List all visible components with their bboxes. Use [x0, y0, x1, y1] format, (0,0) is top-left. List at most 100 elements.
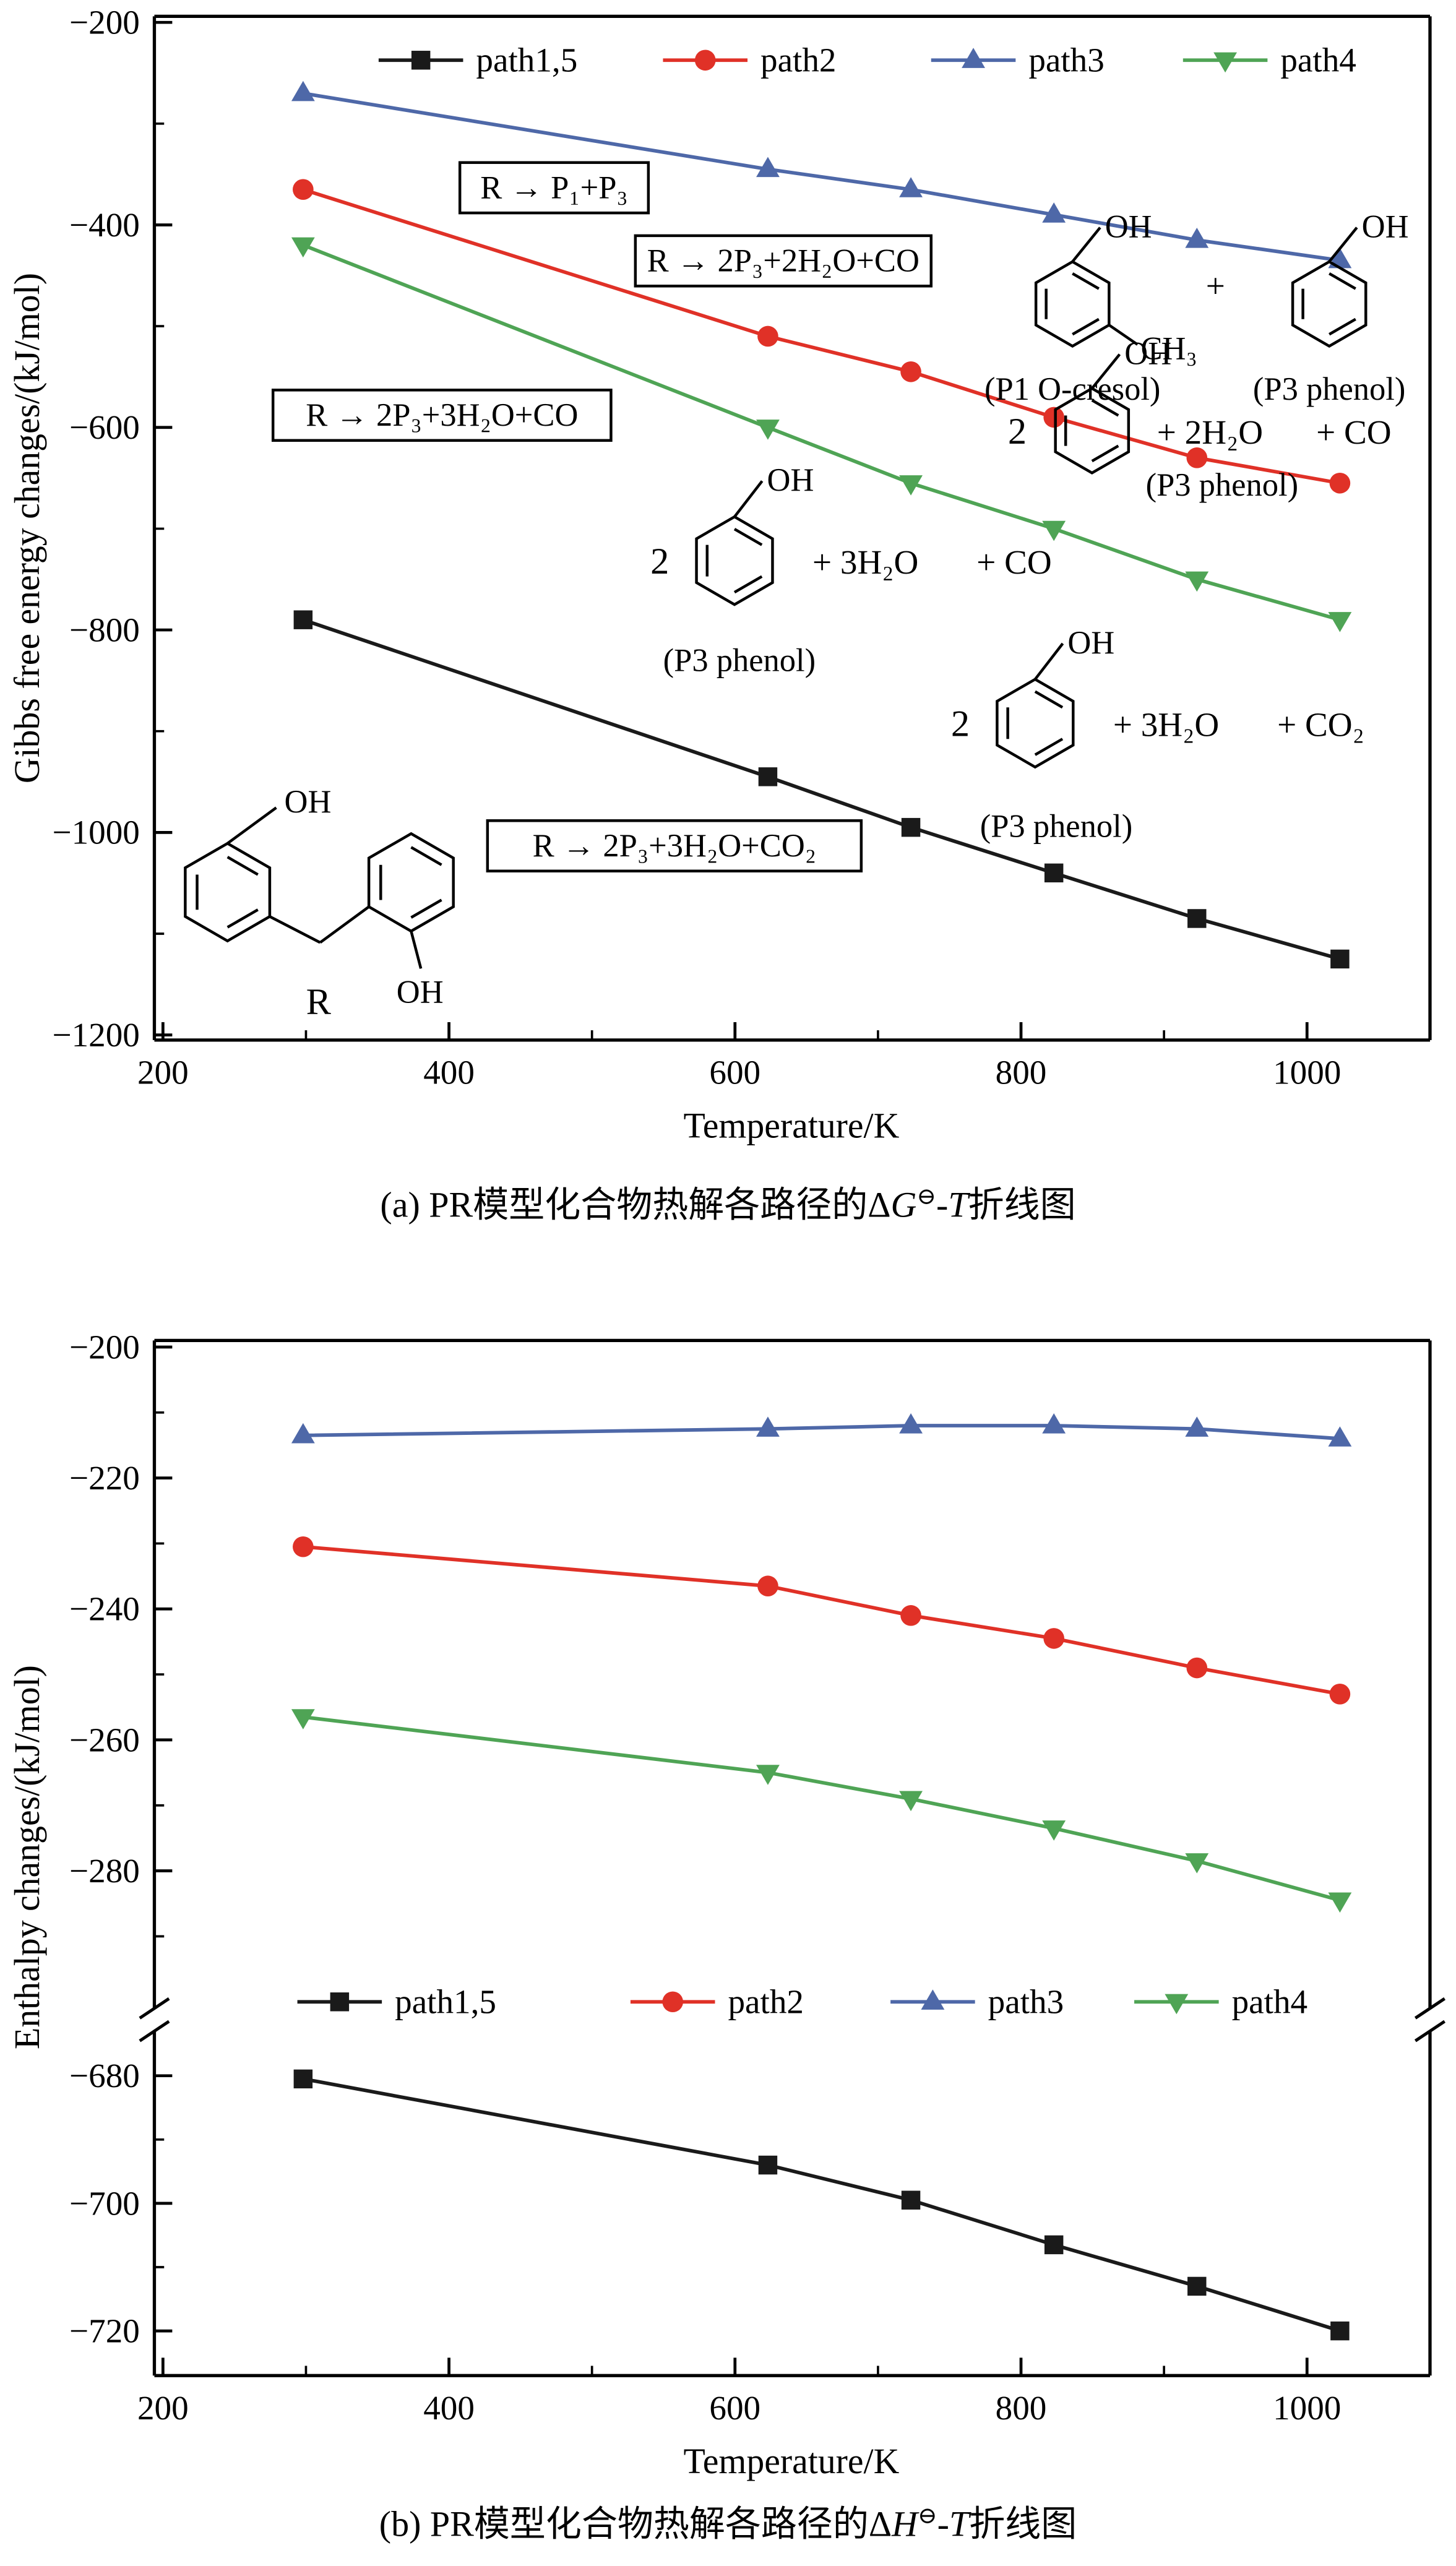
plus-3h2o-label: + 3H₂O	[812, 543, 918, 581]
figure-a: −1200 −1000 −800 −600 −400 −200 200 400 600 800 10…	[0, 0, 1456, 1226]
svg-text:−220: −220	[69, 1459, 140, 1497]
oh-label: OH	[397, 974, 444, 1010]
legend-label: path4	[1232, 1983, 1307, 2021]
ch3-label: CH₃	[1141, 330, 1197, 366]
oh-label: OH	[1124, 335, 1171, 371]
svg-text:−1200: −1200	[53, 1016, 140, 1054]
ticks	[154, 20, 1309, 1040]
legend-label: path3	[988, 1983, 1064, 2021]
reaction-box-2-frame	[634, 234, 933, 288]
svg-text:1000: 1000	[1273, 2389, 1341, 2427]
y-tick-labels: −280 −260 −240 −220 −200 −720 −700 −680	[69, 1328, 140, 2349]
legend-label: path2	[728, 1983, 804, 2021]
series-path3	[291, 1413, 1352, 1447]
caption-a-dash: -	[936, 1184, 949, 1225]
legend-label: path4	[1280, 41, 1356, 79]
legend: path1,5 path2 path3 path4	[378, 41, 1356, 79]
axis-break-icon	[139, 1997, 1446, 2043]
p3-phenol-caption: (P3 phenol)	[1253, 371, 1406, 407]
legend-label: path2	[760, 41, 836, 79]
caption-b-post: 折线图	[969, 2504, 1077, 2544]
legend-item-path3: path3	[890, 1983, 1064, 2021]
chart-a-structures	[184, 226, 1368, 969]
p3-phenol-caption: (P3 phenol)	[980, 809, 1133, 845]
coefficient-2: 2	[1008, 411, 1027, 452]
reaction-box-4-frame	[486, 819, 863, 872]
caption-b-standard-state-icon: ⊖	[918, 2502, 937, 2529]
caption-a-standard-state-icon: ⊖	[916, 1184, 936, 1210]
reaction-box-3: R → 2P₃+3H₂O+CO	[271, 389, 613, 442]
ticks	[154, 1345, 1309, 2376]
caption-b-dash: -	[937, 2504, 949, 2544]
r-reactant-label: R	[306, 981, 332, 1023]
series-path1,5	[293, 2069, 1350, 2341]
reaction-box-2: R → 2P₃+2H₂O+CO	[634, 234, 933, 288]
benzene-ring-structure	[1034, 226, 1139, 348]
benzene-ring-structure	[1054, 353, 1131, 475]
benzene-ring-structure	[184, 806, 277, 943]
y-axis-title-gibbs: Gibbs free energy changes/(kJ/mol)	[8, 273, 47, 783]
svg-text:−800: −800	[69, 611, 140, 648]
svg-text:400: 400	[423, 1054, 475, 1091]
enthalpy-chart: −280 −260 −240 −220 −200 −720 −700 −680 200 400 60…	[8, 1328, 1446, 2481]
oh-label: OH	[767, 462, 814, 498]
svg-text:600: 600	[709, 1054, 760, 1091]
reaction-box-3-frame	[271, 389, 613, 442]
caption-a-symbol: G	[890, 1184, 917, 1225]
oh-label: OH	[1105, 209, 1152, 245]
caption-a-pre: (a) PR模型化合物热解各路径的Δ	[380, 1184, 891, 1225]
svg-text:1000: 1000	[1273, 1054, 1341, 1091]
plus-co-label: + CO	[1316, 413, 1391, 451]
series-path4	[291, 1709, 1352, 1913]
x-tick-labels: 200 400 600 800 1000	[137, 2389, 1341, 2427]
legend-item-path4: path4	[1134, 1983, 1307, 2021]
svg-text:−280: −280	[69, 1852, 140, 1890]
plus-co-label: + CO	[976, 543, 1051, 581]
oh-label: OH	[1362, 209, 1409, 245]
svg-text:−240: −240	[69, 1590, 140, 1628]
svg-text:200: 200	[137, 2389, 189, 2427]
legend-label: path1,5	[476, 41, 577, 79]
legend-item-path4: path4	[1182, 41, 1356, 79]
svg-text:−700: −700	[69, 2184, 140, 2222]
reaction-box-4: R → 2P₃+3H₂O+CO₂	[486, 819, 863, 872]
svg-text:600: 600	[709, 2389, 760, 2427]
legend: path1,5 path2 path3 path4	[297, 1983, 1307, 2021]
legend-item-path1,5: path1,5	[378, 41, 577, 79]
svg-text:400: 400	[423, 2389, 475, 2427]
svg-text:−600: −600	[69, 408, 140, 446]
series-path2	[293, 179, 1351, 494]
caption-a-t: T	[948, 1184, 968, 1225]
svg-text:−200: −200	[69, 4, 140, 41]
p3-phenol-caption: (P3 phenol)	[1146, 467, 1299, 503]
legend-item-path2: path2	[630, 1983, 804, 2021]
chart-a-annotations: Gibbs free energy changes/(kJ/mol) Tempe…	[8, 161, 1409, 1145]
y-axis-title-enthalpy: Enthalpy changes/(kJ/mol)	[8, 1665, 47, 2049]
plus-3h2o-label: + 3H₂O	[1113, 706, 1219, 744]
legend-item-path2: path2	[663, 41, 837, 79]
benzene-ring-structure	[996, 642, 1075, 769]
chart-b-plot: −280 −260 −240 −220 −200 −720 −700 −680 200 400 60…	[69, 1328, 1446, 2427]
benzene-ring-structure	[367, 832, 455, 969]
legend-label: path1,5	[395, 1983, 496, 2021]
coefficient-2: 2	[650, 541, 669, 582]
benzene-ring-structure	[695, 480, 774, 606]
series-path4	[291, 237, 1352, 632]
coefficient-2: 2	[951, 704, 970, 745]
x-tick-labels: 200 400 600 800 1000	[137, 1054, 1341, 1091]
oh-label: OH	[285, 784, 332, 820]
svg-text:−1000: −1000	[53, 814, 140, 851]
svg-text:800: 800	[996, 2389, 1047, 2427]
plus-2h2o-label: + 2H₂O	[1157, 413, 1263, 451]
plus-co2-label: + CO₂	[1277, 706, 1364, 744]
reaction-box-1: R → P₁+P₃	[458, 161, 650, 215]
svg-text:−200: −200	[69, 1328, 140, 1366]
legend-item-path1,5: path1,5	[297, 1983, 496, 2021]
svg-text:800: 800	[996, 1054, 1047, 1091]
caption-a-post: 折线图	[968, 1184, 1076, 1225]
plus-sign: +	[1206, 267, 1225, 305]
gibbs-free-energy-chart: −1200 −1000 −800 −600 −400 −200 200 400 600 800 10…	[8, 4, 1432, 1145]
reaction-text-4: R → 2P₃+3H₂O+CO₂	[533, 828, 817, 864]
svg-text:200: 200	[137, 1054, 189, 1091]
